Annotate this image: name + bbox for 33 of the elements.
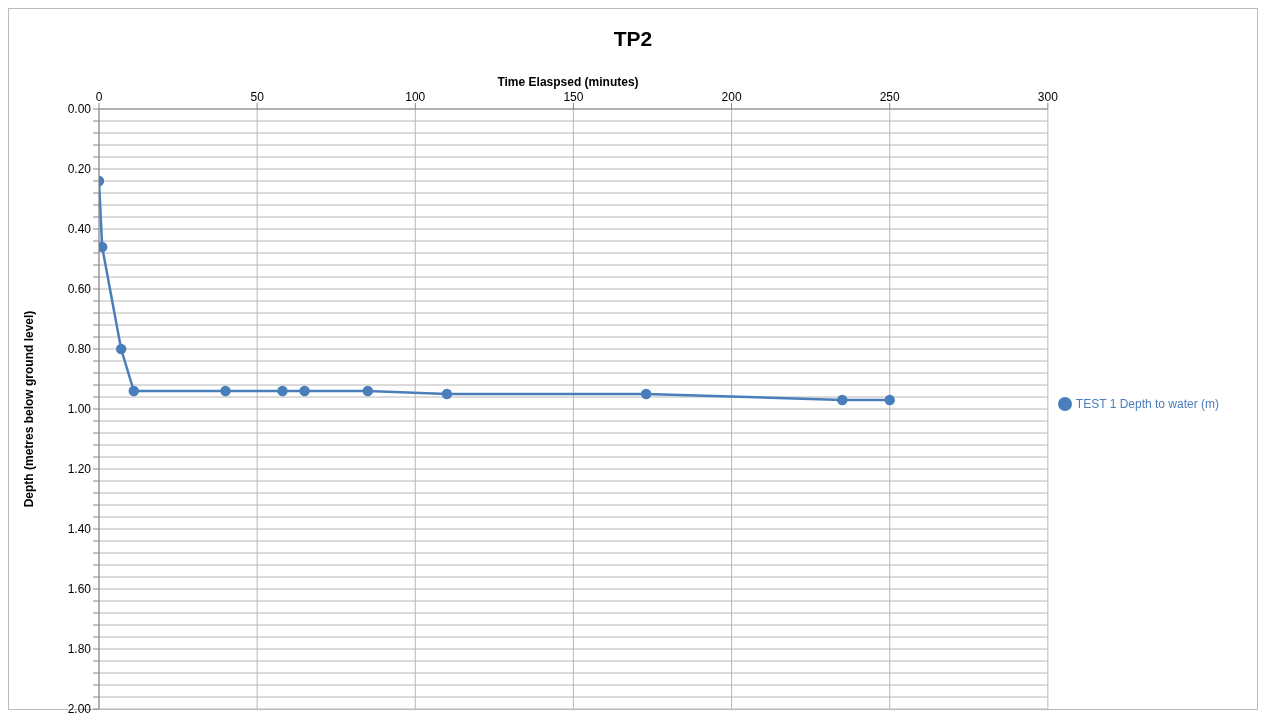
chart-title: TP2 (612, 26, 654, 52)
y-tick-label: 0.40 (67, 222, 92, 237)
point (220, 385, 231, 397)
y-tick-label: 1.00 (67, 402, 92, 417)
y-tick-label: 1.60 (67, 582, 92, 597)
y-tick-label: 2.00 (67, 702, 92, 717)
x-axis-title: Time Elaspsed (minutes) (496, 75, 640, 89)
y-tick-label: 1.40 (67, 522, 92, 537)
point (299, 385, 310, 397)
point (99, 241, 108, 253)
y-tick-label: 1.80 (67, 642, 92, 657)
point (640, 388, 652, 400)
y-axis-title: Depth (metres below ground level) (22, 310, 37, 508)
x-tick-label: 50 (250, 90, 265, 104)
x-tick-label: 300 (1037, 90, 1059, 104)
point (115, 343, 127, 355)
x-tick-label: 0 (95, 90, 103, 104)
y-tick-label: 0.00 (67, 102, 92, 117)
y-tick-label: 0.80 (67, 342, 92, 357)
point (837, 394, 848, 406)
point (128, 385, 140, 397)
y-tick-label: 0.60 (67, 282, 92, 297)
x-tick-label: 150 (563, 90, 584, 104)
point (441, 388, 453, 400)
y-tick-label: 1.20 (67, 462, 92, 477)
y-tick-label: 0.20 (67, 162, 92, 177)
point (277, 385, 288, 397)
point (362, 385, 374, 397)
point (884, 394, 895, 406)
x-tick-label: 100 (405, 90, 426, 104)
legend-label: TEST 1 Depth to water (m) (1075, 396, 1219, 411)
x-tick-label: 250 (879, 90, 901, 104)
x-tick-label: 200 (721, 90, 742, 104)
